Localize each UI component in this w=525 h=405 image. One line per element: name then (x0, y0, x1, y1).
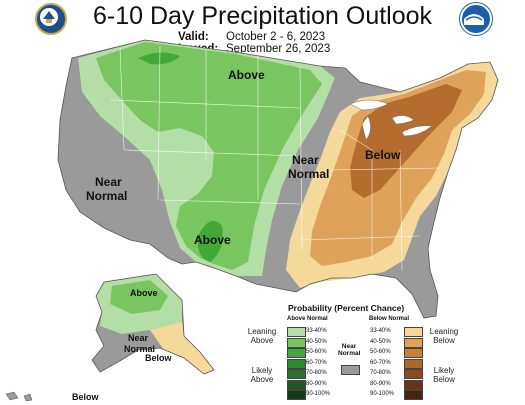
label-ak-near-2: Normal (124, 344, 155, 354)
conus-outline (57, 39, 499, 319)
above-50-60-north (138, 52, 180, 65)
legend-above-label: 40-50% (306, 338, 327, 345)
leaning-above-line1: Leaning (247, 327, 277, 336)
label-ak-below: Below (145, 353, 173, 363)
label-ak-above: Above (130, 288, 158, 298)
valid-value: October 2 - 6, 2023 (226, 31, 326, 43)
leaning-above-line2: Above (250, 336, 274, 345)
legend-below-label: 33-40% (370, 328, 391, 334)
likely-below-line2: Below (433, 375, 455, 384)
legend-below-swatch (404, 358, 423, 369)
legend-below-swatch (404, 327, 423, 337)
label-ak-near-1: Near (128, 333, 149, 343)
page-title: 6-10 Day Precipitation Outlook (92, 2, 433, 30)
legend-above-label: 33-40% (306, 328, 327, 334)
legend-below-label: 60-70% (370, 359, 391, 366)
legend-below-label: 90-100% (370, 391, 395, 397)
legend-above-swatch (287, 369, 306, 379)
alaska-below-region (150, 322, 214, 374)
legend-below-swatch (404, 379, 423, 390)
leaning-below-line2: Below (433, 336, 455, 345)
legend-below-swatch (404, 369, 423, 379)
legend-above-swatch (287, 358, 306, 369)
legend-above-swatch (287, 379, 306, 390)
legend-above-label: 70-80% (306, 370, 327, 376)
legend-above-label: 90-100% (306, 391, 331, 397)
alaska-outline (91, 273, 215, 375)
legend-likely-above: Likely Above (244, 366, 280, 384)
legend-below-swatch (404, 337, 423, 348)
state-borders (109, 45, 441, 271)
alaska-above-40-50 (110, 280, 168, 314)
legend-below-swatch (404, 390, 423, 400)
noaa-logo-icon (460, 3, 492, 35)
below-50-60-region (350, 84, 462, 198)
legend-near-normal-label: Near Normal (338, 343, 360, 357)
above-50-60-south (197, 220, 223, 262)
likely-below-line1: Likely (433, 366, 455, 375)
legend-near-normal-swatch (341, 365, 360, 375)
legend-above-swatch (287, 327, 306, 337)
legend-above-swatch (287, 337, 306, 348)
likely-above-line2: Above (250, 375, 274, 384)
near-normal-line1: Near (341, 343, 357, 350)
label-hi-below: Below (72, 392, 100, 402)
legend-below-label: 80-90% (370, 380, 391, 387)
label-below-east: Below (365, 148, 401, 162)
leaning-below-line1: Leaning (429, 327, 459, 336)
near-normal-line2: Normal (338, 350, 361, 357)
above-40-50-region (96, 42, 322, 270)
legend-below-swatch (404, 348, 423, 358)
legend-above-swatch (287, 348, 306, 358)
legend-above-swatch (287, 390, 306, 400)
legend-above-label: 80-90% (306, 380, 327, 387)
legend-above-label: 60-70% (306, 359, 327, 366)
legend-above-header: Above Normal (287, 316, 328, 322)
issued-value: September 26, 2023 (226, 43, 331, 55)
legend-below-label: 40-50% (370, 338, 391, 345)
legend-leaning-below: Leaning Below (426, 327, 462, 345)
legend-above-label: 50-60% (306, 349, 327, 355)
great-lakes (349, 99, 433, 141)
legend-leaning-above: Leaning Above (244, 327, 280, 345)
likely-above-line1: Likely (251, 366, 273, 375)
legend-below-label: 70-80% (370, 370, 391, 376)
label-near-west-2: Normal (86, 189, 127, 203)
legend-below-header: Below Normal (369, 316, 410, 322)
label-above-south: Above (194, 233, 231, 247)
legend-title: Probability (Percent Chance) (288, 303, 405, 313)
legend-below-label: 50-60% (370, 349, 391, 355)
label-near-central-1: Near (292, 153, 319, 167)
valid-label: Valid: (178, 31, 209, 43)
label-above-north: Above (228, 68, 265, 82)
label-near-west-1: Near (95, 175, 122, 189)
doc-seal-icon (35, 3, 67, 35)
label-near-central-2: Normal (288, 167, 329, 181)
hawaii-islands (5, 391, 33, 402)
legend-likely-below: Likely Below (426, 366, 462, 384)
